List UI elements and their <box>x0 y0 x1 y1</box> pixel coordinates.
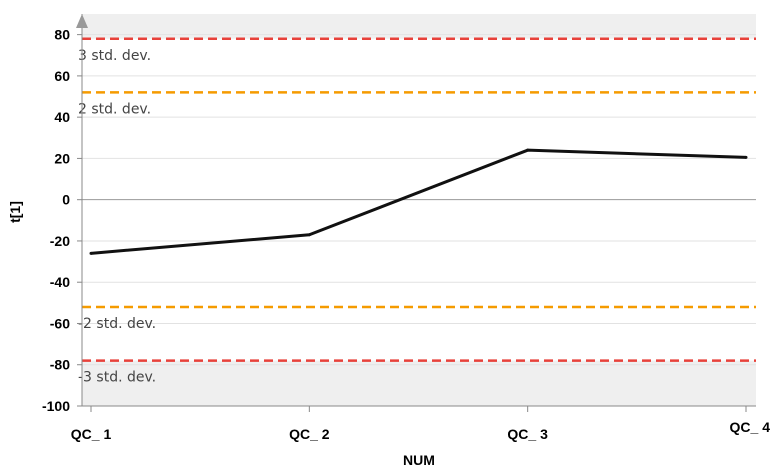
data-point <box>89 251 93 255</box>
y-tick-label: 40 <box>54 109 70 125</box>
y-tick-label: -100 <box>42 398 70 414</box>
x-axis-title: NUM <box>403 452 435 468</box>
axes <box>76 14 756 407</box>
reference-line-label: 3 std. dev. <box>78 48 151 64</box>
series-layer <box>89 148 748 255</box>
y-tick-label: -60 <box>50 315 70 331</box>
y-tick-label: -80 <box>50 357 70 373</box>
data-point <box>307 233 311 237</box>
shaded-regions <box>82 14 756 406</box>
reference-lines: 3 std. dev. 2 std. dev. -2 std. dev. -3 std… <box>78 37 756 386</box>
y-ticks: -100 -80 -60 -40 -20 0 20 40 60 80 <box>42 27 82 414</box>
x-ticks: QC_ 1 QC_ 2 QC_ 3 QC_ 4 <box>71 406 770 442</box>
y-axis-title: t[1] <box>7 201 23 223</box>
series-line <box>90 148 747 255</box>
reference-line-label: -3 std. dev. <box>78 370 156 386</box>
reference-line-label: -2 std. dev. <box>78 316 156 332</box>
y-axis-arrow-icon <box>76 14 88 28</box>
x-tick-label: QC_ 4 <box>730 419 771 435</box>
data-point <box>744 155 748 159</box>
y-tick-label: -40 <box>50 274 70 290</box>
y-tick-label: 60 <box>54 68 70 84</box>
y-tick-label: -20 <box>50 233 70 249</box>
y-tick-label: 80 <box>54 27 70 43</box>
data-point <box>526 148 530 152</box>
x-tick-label: QC_ 3 <box>507 426 548 442</box>
y-tick-label: 0 <box>62 192 70 208</box>
y-tick-label: 20 <box>54 150 70 166</box>
x-tick-label: QC_ 1 <box>71 426 112 442</box>
shaded-region-2 <box>82 360 756 406</box>
x-tick-label: QC_ 2 <box>289 426 330 442</box>
reference-line-label: 2 std. dev. <box>78 101 151 117</box>
